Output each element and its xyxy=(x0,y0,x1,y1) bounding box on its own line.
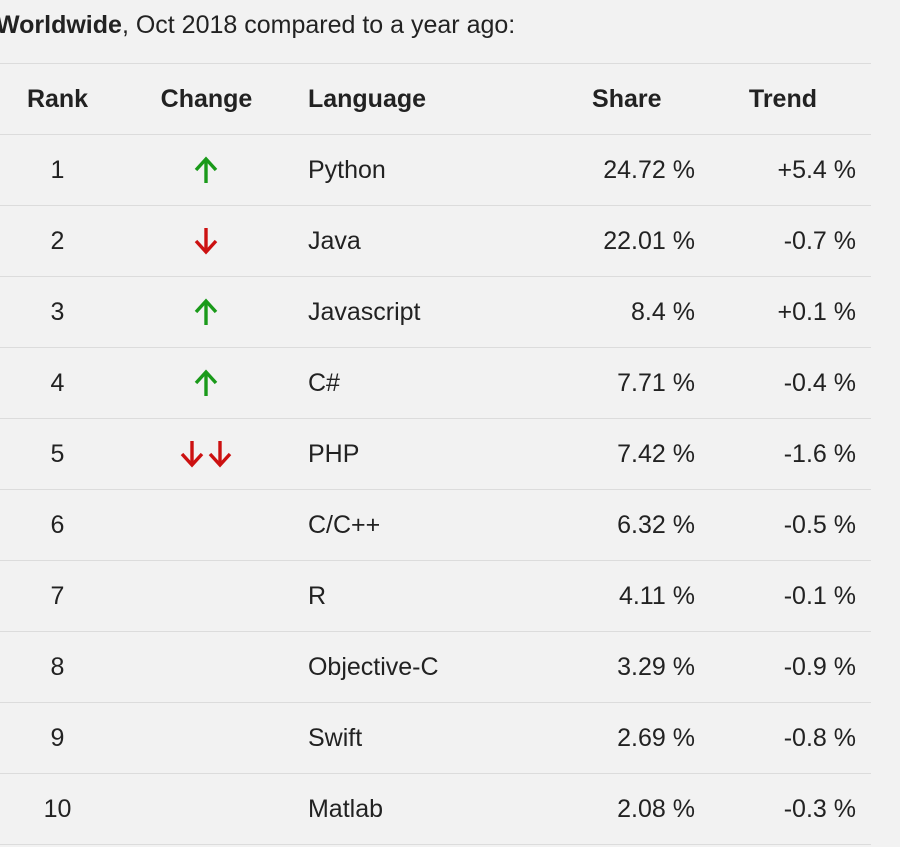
change-arrows xyxy=(192,226,220,256)
share-cell: 2.08 % xyxy=(558,773,695,845)
change-cell xyxy=(115,276,298,348)
change-cell xyxy=(115,702,298,774)
header-share: Share xyxy=(558,63,695,135)
rank-cell: 1 xyxy=(0,134,116,206)
rank-cell: 5 xyxy=(0,418,116,490)
change-cell xyxy=(115,560,298,632)
rank-cell: 7 xyxy=(0,560,116,632)
header-rank: Rank xyxy=(0,63,116,135)
header-trend: Trend xyxy=(694,63,871,135)
arrow-down-icon xyxy=(206,439,234,469)
change-cell xyxy=(115,418,298,490)
table-row: 1 Python 24.72 % +5.4 % xyxy=(0,134,871,206)
trend-cell: -0.8 % xyxy=(694,702,871,774)
rank-cell: 3 xyxy=(0,276,116,348)
trend-cell: -0.1 % xyxy=(694,560,871,632)
arrow-down-icon xyxy=(178,439,206,469)
language-cell: Matlab xyxy=(297,773,559,845)
change-arrows xyxy=(192,155,220,185)
rank-cell: 6 xyxy=(0,489,116,561)
rank-cell: 10 xyxy=(0,773,116,845)
language-cell: PHP xyxy=(297,418,559,490)
arrow-up-icon xyxy=(192,368,220,398)
table-row: 10 Matlab 2.08 % -0.3 % xyxy=(0,773,871,845)
share-cell: 7.71 % xyxy=(558,347,695,419)
arrow-up-icon xyxy=(192,297,220,327)
trend-cell: +5.4 % xyxy=(694,134,871,206)
language-cell: R xyxy=(297,560,559,632)
change-arrows xyxy=(178,439,234,469)
trend-cell: -1.6 % xyxy=(694,418,871,490)
rank-cell: 2 xyxy=(0,205,116,277)
language-cell: Swift xyxy=(297,702,559,774)
share-cell: 4.11 % xyxy=(558,560,695,632)
arrow-down-icon xyxy=(192,226,220,256)
change-arrows xyxy=(192,368,220,398)
share-cell: 3.29 % xyxy=(558,631,695,703)
header-change: Change xyxy=(115,63,298,135)
table-row: 9 Swift 2.69 % -0.8 % xyxy=(0,702,871,774)
table-row: 3 Javascript 8.4 % +0.1 % xyxy=(0,276,871,348)
language-cell: Python xyxy=(297,134,559,206)
table-row: 5 PHP 7.42 % -1.6 % xyxy=(0,418,871,490)
change-cell xyxy=(115,134,298,206)
change-cell xyxy=(115,773,298,845)
table-header-row: Rank Change Language Share Trend xyxy=(0,63,871,135)
rank-cell: 4 xyxy=(0,347,116,419)
share-cell: 7.42 % xyxy=(558,418,695,490)
share-cell: 22.01 % xyxy=(558,205,695,277)
change-cell xyxy=(115,489,298,561)
share-cell: 6.32 % xyxy=(558,489,695,561)
table-row: 2 Java 22.01 % -0.7 % xyxy=(0,205,871,277)
trend-cell: +0.1 % xyxy=(694,276,871,348)
language-cell: C# xyxy=(297,347,559,419)
language-cell: Javascript xyxy=(297,276,559,348)
trend-cell: -0.3 % xyxy=(694,773,871,845)
share-cell: 2.69 % xyxy=(558,702,695,774)
trend-cell: -0.4 % xyxy=(694,347,871,419)
trend-cell: -0.7 % xyxy=(694,205,871,277)
intro-region: Worldwide xyxy=(0,11,122,39)
trend-cell: -0.9 % xyxy=(694,631,871,703)
change-cell xyxy=(115,631,298,703)
trend-cell: -0.5 % xyxy=(694,489,871,561)
share-cell: 24.72 % xyxy=(558,134,695,206)
language-cell: Java xyxy=(297,205,559,277)
arrow-up-icon xyxy=(192,155,220,185)
share-cell: 8.4 % xyxy=(558,276,695,348)
table-row: 4 C# 7.71 % -0.4 % xyxy=(0,347,871,419)
language-cell: Objective-C xyxy=(297,631,559,703)
language-cell: C/C++ xyxy=(297,489,559,561)
header-language: Language xyxy=(297,63,559,135)
change-arrows xyxy=(192,297,220,327)
table-row: 7 R 4.11 % -0.1 % xyxy=(0,560,871,632)
table-row: 8 Objective-C 3.29 % -0.9 % xyxy=(0,631,871,703)
rank-cell: 8 xyxy=(0,631,116,703)
intro-text: Worldwide, Oct 2018 compared to a year a… xyxy=(0,8,515,42)
intro-description: , Oct 2018 compared to a year ago: xyxy=(121,11,516,39)
change-cell xyxy=(115,347,298,419)
rank-cell: 9 xyxy=(0,702,116,774)
ranking-table: Rank Change Language Share Trend 1 Python… xyxy=(0,63,871,845)
table-row: 6 C/C++ 6.32 % -0.5 % xyxy=(0,489,871,561)
change-cell xyxy=(115,205,298,277)
table-body: 1 Python 24.72 % +5.4 % 2 Java 22.01 % -0.7 % 3 J… xyxy=(0,134,871,845)
